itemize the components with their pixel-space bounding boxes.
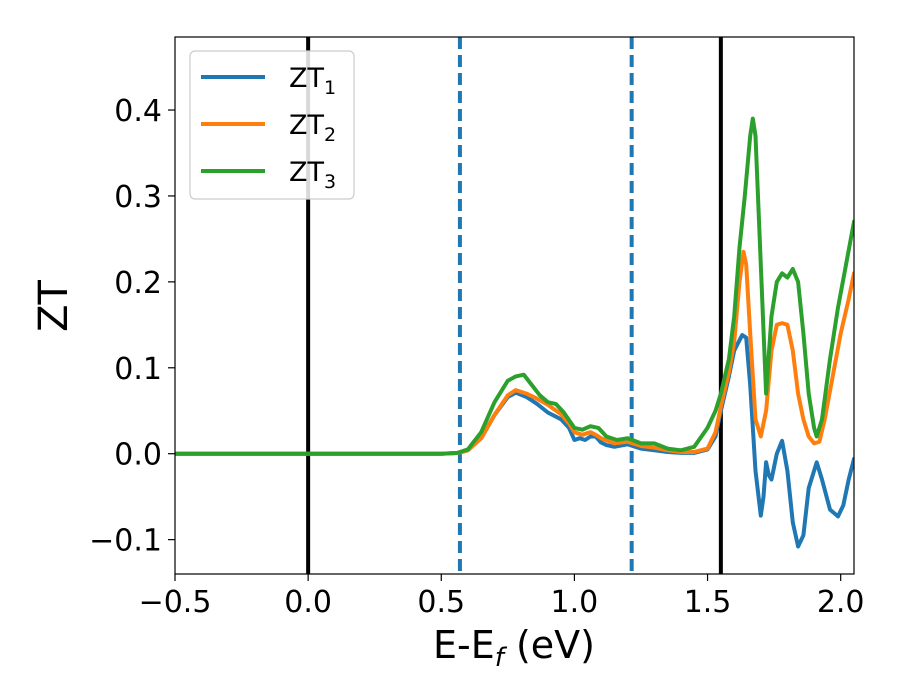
y-tick-label: 0.4 xyxy=(114,94,162,129)
legend-label-zt1: ZT1 xyxy=(289,63,336,99)
y-tick-label: 0.1 xyxy=(114,352,162,387)
plot-frame xyxy=(174,36,855,575)
legend-label-zt2: ZT2 xyxy=(289,110,336,146)
x-axis-title: E-Ef (eV) xyxy=(433,623,595,673)
y-tick-label: −0.1 xyxy=(89,524,162,559)
x-tick-label: 1.0 xyxy=(551,585,599,620)
x-tick-label: 0.5 xyxy=(417,585,465,620)
x-tick-label: 0.0 xyxy=(284,585,332,620)
x-tick-label: −0.5 xyxy=(139,585,212,620)
legend-label-zt3: ZT3 xyxy=(289,157,336,193)
series-line-zt2 xyxy=(175,249,854,456)
axis-ticks: −0.5 0.0 0.5 1.0 1.5 2.0 −0.1 0.0 0.1 0.2 0.3 0.4 xyxy=(89,94,864,620)
x-tick-label: 1.5 xyxy=(684,585,732,620)
series-line-zt3 xyxy=(175,116,854,456)
legend-box xyxy=(189,50,355,200)
x-tick-label: 2.0 xyxy=(817,585,865,620)
x-axis-title-unit: (eV) xyxy=(504,623,595,667)
y-tick-label: 0.2 xyxy=(114,266,162,301)
y-axis-title: ZT xyxy=(31,280,77,332)
y-tick-label: 0.3 xyxy=(114,180,162,215)
y-tick-label: 0.0 xyxy=(114,438,162,473)
x-axis-title-main: E-E xyxy=(433,623,495,667)
legend: ZT1 ZT2 ZT3 xyxy=(189,50,355,200)
